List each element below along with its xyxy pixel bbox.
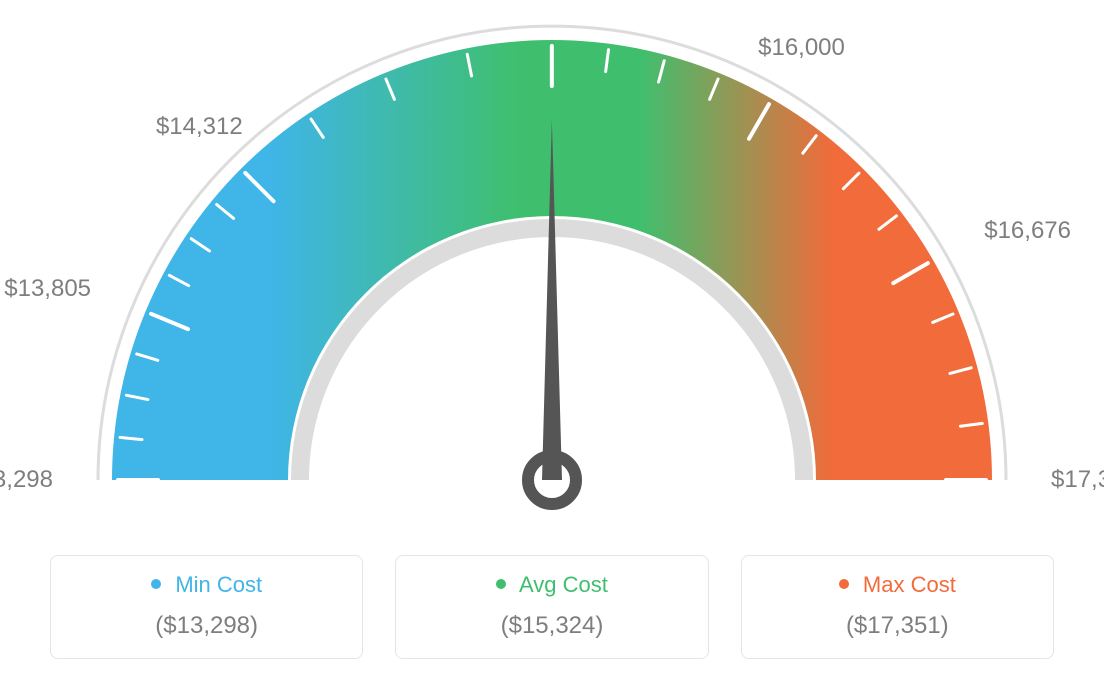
max-cost-value: ($17,351) [752,612,1043,640]
max-dot-icon [839,579,849,589]
gauge-chart: $13,298$13,805$14,312$15,324$16,000$16,6… [0,0,1104,540]
avg-cost-value: ($15,324) [406,612,697,640]
gauge-svg [0,0,1104,540]
avg-dot-icon [496,579,506,589]
max-cost-title: Max Cost [752,572,1043,598]
avg-cost-card: Avg Cost ($15,324) [395,555,708,659]
avg-cost-title: Avg Cost [406,572,697,598]
gauge-tick-label: $13,298 [0,466,53,494]
gauge-tick-label: $13,805 [4,275,91,303]
min-cost-title: Min Cost [61,572,352,598]
summary-cards: Min Cost ($13,298) Avg Cost ($15,324) Ma… [50,555,1054,659]
min-cost-value: ($13,298) [61,612,352,640]
max-title-text: Max Cost [863,572,956,597]
min-cost-card: Min Cost ($13,298) [50,555,363,659]
gauge-tick-label: $16,676 [984,217,1071,245]
min-dot-icon [151,579,161,589]
avg-title-text: Avg Cost [519,572,608,597]
min-title-text: Min Cost [175,572,262,597]
gauge-tick-label: $14,312 [156,113,243,141]
max-cost-card: Max Cost ($17,351) [741,555,1054,659]
gauge-tick-label: $16,000 [758,34,845,62]
gauge-tick-label: $17,351 [1051,466,1104,494]
